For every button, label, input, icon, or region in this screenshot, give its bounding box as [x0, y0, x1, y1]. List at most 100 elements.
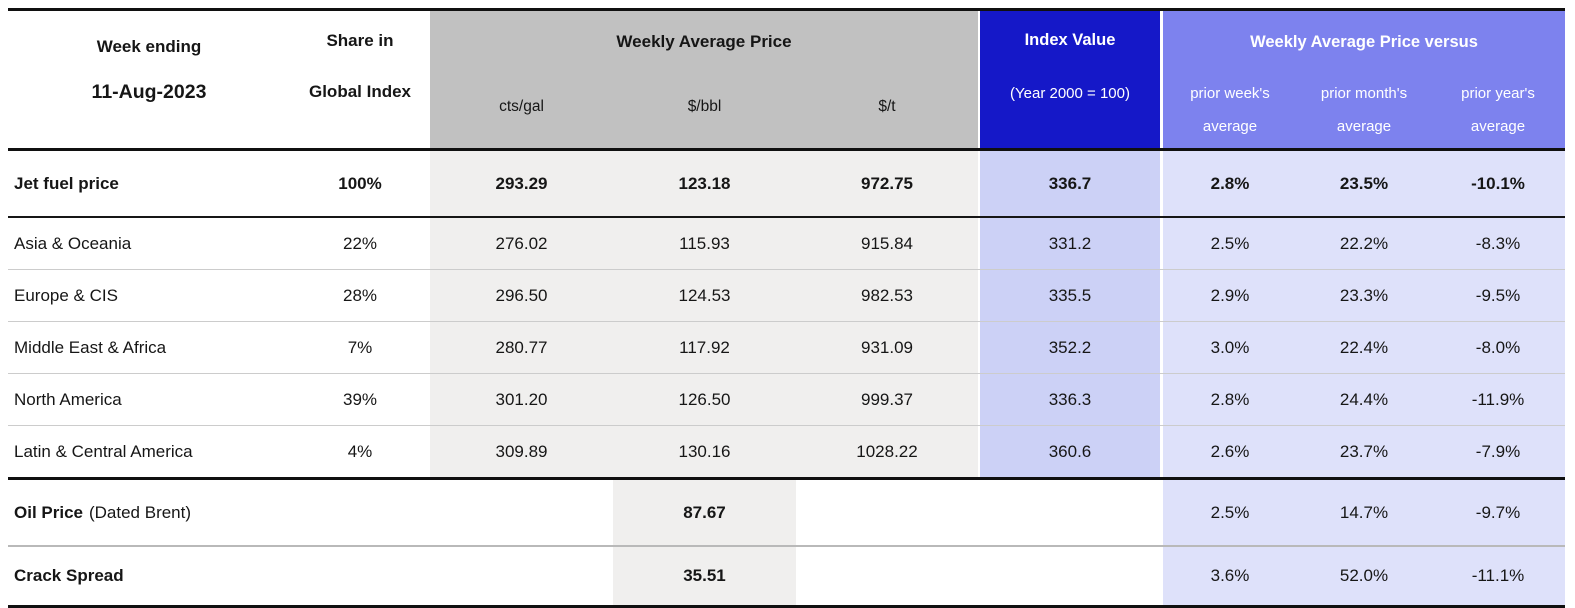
share-value: 7%	[347, 337, 373, 357]
price-t: 1028.22	[796, 426, 978, 477]
price-t: 915.84	[796, 218, 978, 269]
share-value: 4%	[347, 441, 373, 461]
vs-prior-year: -9.5%	[1431, 270, 1565, 321]
region-label: North America	[14, 389, 122, 409]
price-bbl: 123.18	[613, 151, 796, 216]
vs-prior-month: 52.0%	[1297, 547, 1431, 605]
price-bbl: 117.92	[613, 322, 796, 373]
vs-prior-week: 2.6%	[1163, 426, 1297, 477]
vs-prior-month: 22.4%	[1297, 322, 1431, 373]
week-ending-date: 11-Aug-2023	[91, 81, 207, 103]
table-row-middle-east-africa: Middle East & Africa 7% 280.77 117.92 93…	[8, 321, 1565, 373]
table-row-europe-cis: Europe & CIS 28% 296.50 124.53 982.53 33…	[8, 269, 1565, 321]
price-cts-gal: 309.89	[430, 426, 613, 477]
vs-prior-month: 22.2%	[1297, 218, 1431, 269]
index-value: 336.3	[978, 374, 1163, 425]
oil-price-label-note: (Dated Brent)	[88, 502, 192, 522]
vs-prior-year: -8.3%	[1431, 218, 1565, 269]
weekly-average-price-title: Weekly Average Price	[616, 32, 792, 51]
price-bbl: 126.50	[613, 374, 796, 425]
index-value: 360.6	[978, 426, 1163, 477]
region-label: Jet fuel price	[14, 173, 119, 193]
vs-prior-month: 23.7%	[1297, 426, 1431, 477]
prior-year-subheader: prior year's average	[1461, 85, 1535, 135]
vs-prior-year: -11.9%	[1431, 374, 1565, 425]
versus-subheaders: prior week's average prior month's average…	[1163, 77, 1565, 143]
vs-prior-week: 2.8%	[1163, 374, 1297, 425]
index-value-header: Index Value (Year 2000 = 100)	[978, 11, 1163, 148]
table-row-latin-central-america: Latin & Central America 4% 309.89 130.16…	[8, 425, 1565, 477]
index-value: 336.7	[978, 151, 1163, 216]
vs-prior-week: 2.8%	[1163, 151, 1297, 216]
price-bbl: 124.53	[613, 270, 796, 321]
week-ending-label: Week ending	[96, 37, 202, 56]
share-header: Share in Global Index	[290, 11, 430, 148]
vs-prior-week: 2.9%	[1163, 270, 1297, 321]
region-label: Latin & Central America	[14, 441, 193, 461]
price-t: 931.09	[796, 322, 978, 373]
empty-cell	[978, 547, 1163, 605]
vs-prior-week: 2.5%	[1163, 480, 1297, 545]
index-value: 352.2	[978, 322, 1163, 373]
unit-usd-bbl: $/bbl	[687, 98, 722, 115]
vs-prior-month: 23.5%	[1297, 151, 1431, 216]
price-units-row: cts/gal $/bbl $/t	[430, 98, 978, 116]
share-value: 22%	[342, 233, 378, 253]
table-header: Week ending 11-Aug-2023 Share in Global …	[8, 11, 1565, 151]
region-label: Middle East & Africa	[14, 337, 167, 357]
price-bbl: 87.67	[613, 480, 796, 545]
vs-prior-year: -9.7%	[1431, 480, 1565, 545]
prior-month-subheader: prior month's average	[1320, 85, 1408, 135]
table-row-crack-spread: Crack Spread 35.51 3.6% 52.0% -11.1%	[8, 545, 1565, 605]
vs-prior-week: 2.5%	[1163, 218, 1297, 269]
index-value-title: Index Value	[1024, 31, 1116, 49]
index-value-subtitle: (Year 2000 = 100)	[1010, 85, 1130, 102]
empty-cell	[978, 480, 1163, 545]
price-t: 982.53	[796, 270, 978, 321]
vs-prior-year: -11.1%	[1431, 547, 1565, 605]
index-value: 331.2	[978, 218, 1163, 269]
price-bbl: 35.51	[613, 547, 796, 605]
price-versus-header: Weekly Average Price versus prior week's…	[1163, 11, 1565, 148]
table-row-asia-oceania: Asia & Oceania 22% 276.02 115.93 915.84 …	[8, 216, 1565, 269]
unit-cts-gal: cts/gal	[499, 98, 544, 115]
unit-usd-t: $/t	[878, 98, 896, 115]
region-label: Asia & Oceania	[14, 233, 132, 253]
price-bbl: 115.93	[613, 218, 796, 269]
share-value: 28%	[342, 285, 378, 305]
week-ending-header: Week ending 11-Aug-2023	[8, 11, 290, 148]
price-t: 999.37	[796, 374, 978, 425]
vs-prior-week: 3.6%	[1163, 547, 1297, 605]
price-cts-gal: 296.50	[430, 270, 613, 321]
vs-prior-year: -8.0%	[1431, 322, 1565, 373]
oil-price-label: Oil Price (Dated Brent)	[8, 480, 613, 545]
table-row-north-america: North America 39% 301.20 126.50 999.37 3…	[8, 373, 1565, 425]
vs-prior-month: 24.4%	[1297, 374, 1431, 425]
vs-prior-week: 3.0%	[1163, 322, 1297, 373]
region-label: Europe & CIS	[14, 285, 118, 305]
crack-spread-label: Crack Spread	[14, 566, 124, 585]
price-cts-gal: 276.02	[430, 218, 613, 269]
table-row-jet-fuel: Jet fuel price 100% 293.29 123.18 972.75…	[8, 151, 1565, 216]
share-header-line1: Share in	[326, 31, 394, 50]
share-value: 100%	[338, 173, 382, 193]
price-t: 972.75	[796, 151, 978, 216]
empty-cell	[796, 547, 978, 605]
price-bbl: 130.16	[613, 426, 796, 477]
share-header-line2: Global Index	[308, 82, 412, 101]
price-cts-gal: 280.77	[430, 322, 613, 373]
prior-week-subheader: prior week's average	[1190, 85, 1270, 135]
vs-prior-month: 23.3%	[1297, 270, 1431, 321]
index-value: 335.5	[978, 270, 1163, 321]
share-value: 39%	[342, 389, 378, 409]
weekly-average-price-header: Weekly Average Price cts/gal $/bbl $/t	[430, 11, 978, 148]
jet-fuel-price-table: Week ending 11-Aug-2023 Share in Global …	[8, 8, 1565, 608]
vs-prior-year: -7.9%	[1431, 426, 1565, 477]
price-cts-gal: 301.20	[430, 374, 613, 425]
table-row-oil-price: Oil Price (Dated Brent) 87.67 2.5% 14.7%…	[8, 477, 1565, 545]
empty-cell	[796, 480, 978, 545]
price-versus-title: Weekly Average Price versus	[1250, 33, 1478, 51]
oil-price-label-bold: Oil Price	[14, 502, 83, 522]
vs-prior-year: -10.1%	[1431, 151, 1565, 216]
vs-prior-month: 14.7%	[1297, 480, 1431, 545]
